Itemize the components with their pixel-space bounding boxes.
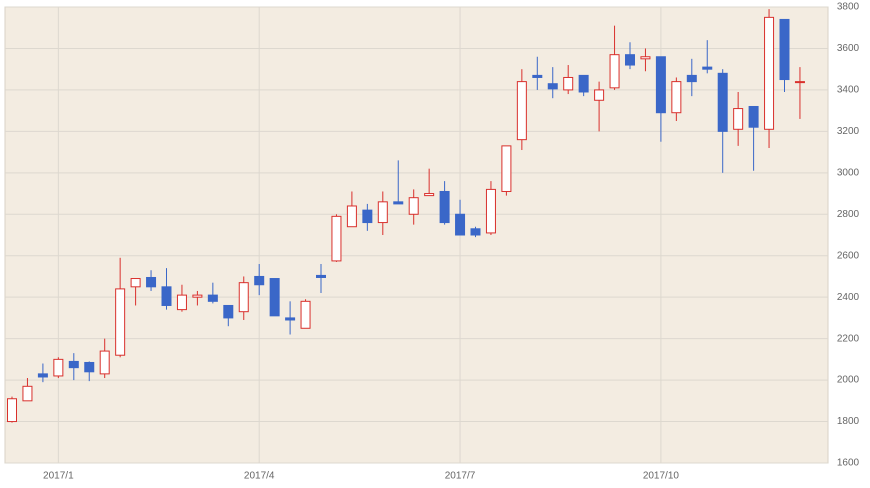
candle-body [37, 373, 48, 378]
candle-body [285, 317, 296, 321]
candle-body [779, 18, 790, 81]
candle-body [346, 205, 357, 228]
plot-area [4, 6, 829, 464]
candle-body [547, 83, 558, 90]
y-tick-label: 3800 [837, 2, 860, 13]
candle-body [609, 54, 620, 89]
candle-body [22, 385, 33, 402]
y-tick-label: 1800 [837, 416, 860, 427]
candle-body [207, 294, 218, 302]
candle-body [130, 278, 141, 288]
candle-body [223, 304, 234, 319]
candle-body [238, 282, 249, 313]
candle-body [748, 105, 759, 128]
y-tick-label: 2600 [837, 250, 860, 261]
candle-body [115, 288, 126, 356]
candle-body [655, 56, 666, 114]
candle-body [393, 201, 404, 205]
candle-body [686, 74, 697, 83]
candle-body [146, 276, 157, 288]
candle-body [717, 72, 728, 132]
candle-body [501, 145, 512, 192]
candle-body [408, 197, 419, 215]
candle-body [563, 76, 574, 91]
candle-body [485, 188, 496, 234]
y-tick-label: 1600 [837, 458, 860, 469]
x-tick-label: 2017/7 [445, 471, 476, 482]
candle-body [455, 213, 466, 236]
candle-body [377, 201, 388, 224]
candle-body [439, 190, 450, 224]
candle-body [254, 275, 265, 286]
candle-body [300, 300, 311, 329]
candle-body [578, 74, 589, 93]
candle-body [316, 274, 326, 278]
candle-body [702, 66, 713, 70]
candle-body [532, 74, 543, 78]
x-tick-label: 2017/4 [244, 471, 275, 482]
candle-body [68, 360, 79, 369]
y-tick-label: 3200 [837, 126, 860, 137]
candle-body [161, 286, 172, 306]
candle-body [99, 350, 110, 375]
candle-body [192, 294, 203, 298]
x-tick-label: 2017/1 [43, 471, 74, 482]
candle-body [794, 81, 805, 84]
candle-body [640, 56, 651, 60]
y-tick-label: 2800 [837, 209, 860, 220]
candle-body [269, 278, 280, 317]
candle-body [470, 228, 481, 236]
candle-body [516, 81, 527, 141]
candle-body [84, 361, 95, 373]
x-tick-label: 2017/10 [643, 471, 680, 482]
candle-body [53, 358, 64, 377]
y-tick-label: 2200 [837, 333, 860, 344]
candle-body [331, 215, 342, 262]
y-tick-label: 3400 [837, 85, 860, 96]
y-tick-label: 3000 [837, 167, 860, 178]
candle-body [671, 81, 682, 114]
candle-body [424, 193, 435, 197]
y-tick-label: 2400 [837, 292, 860, 303]
candle-body [7, 398, 17, 423]
y-tick-label: 2000 [837, 375, 860, 386]
y-tick-label: 3600 [837, 43, 860, 54]
candle-body [764, 16, 775, 130]
candle-body [362, 209, 373, 224]
candle-body [625, 54, 635, 66]
candle-body [176, 294, 187, 311]
candle-body [733, 108, 744, 130]
candle-body [594, 89, 605, 101]
